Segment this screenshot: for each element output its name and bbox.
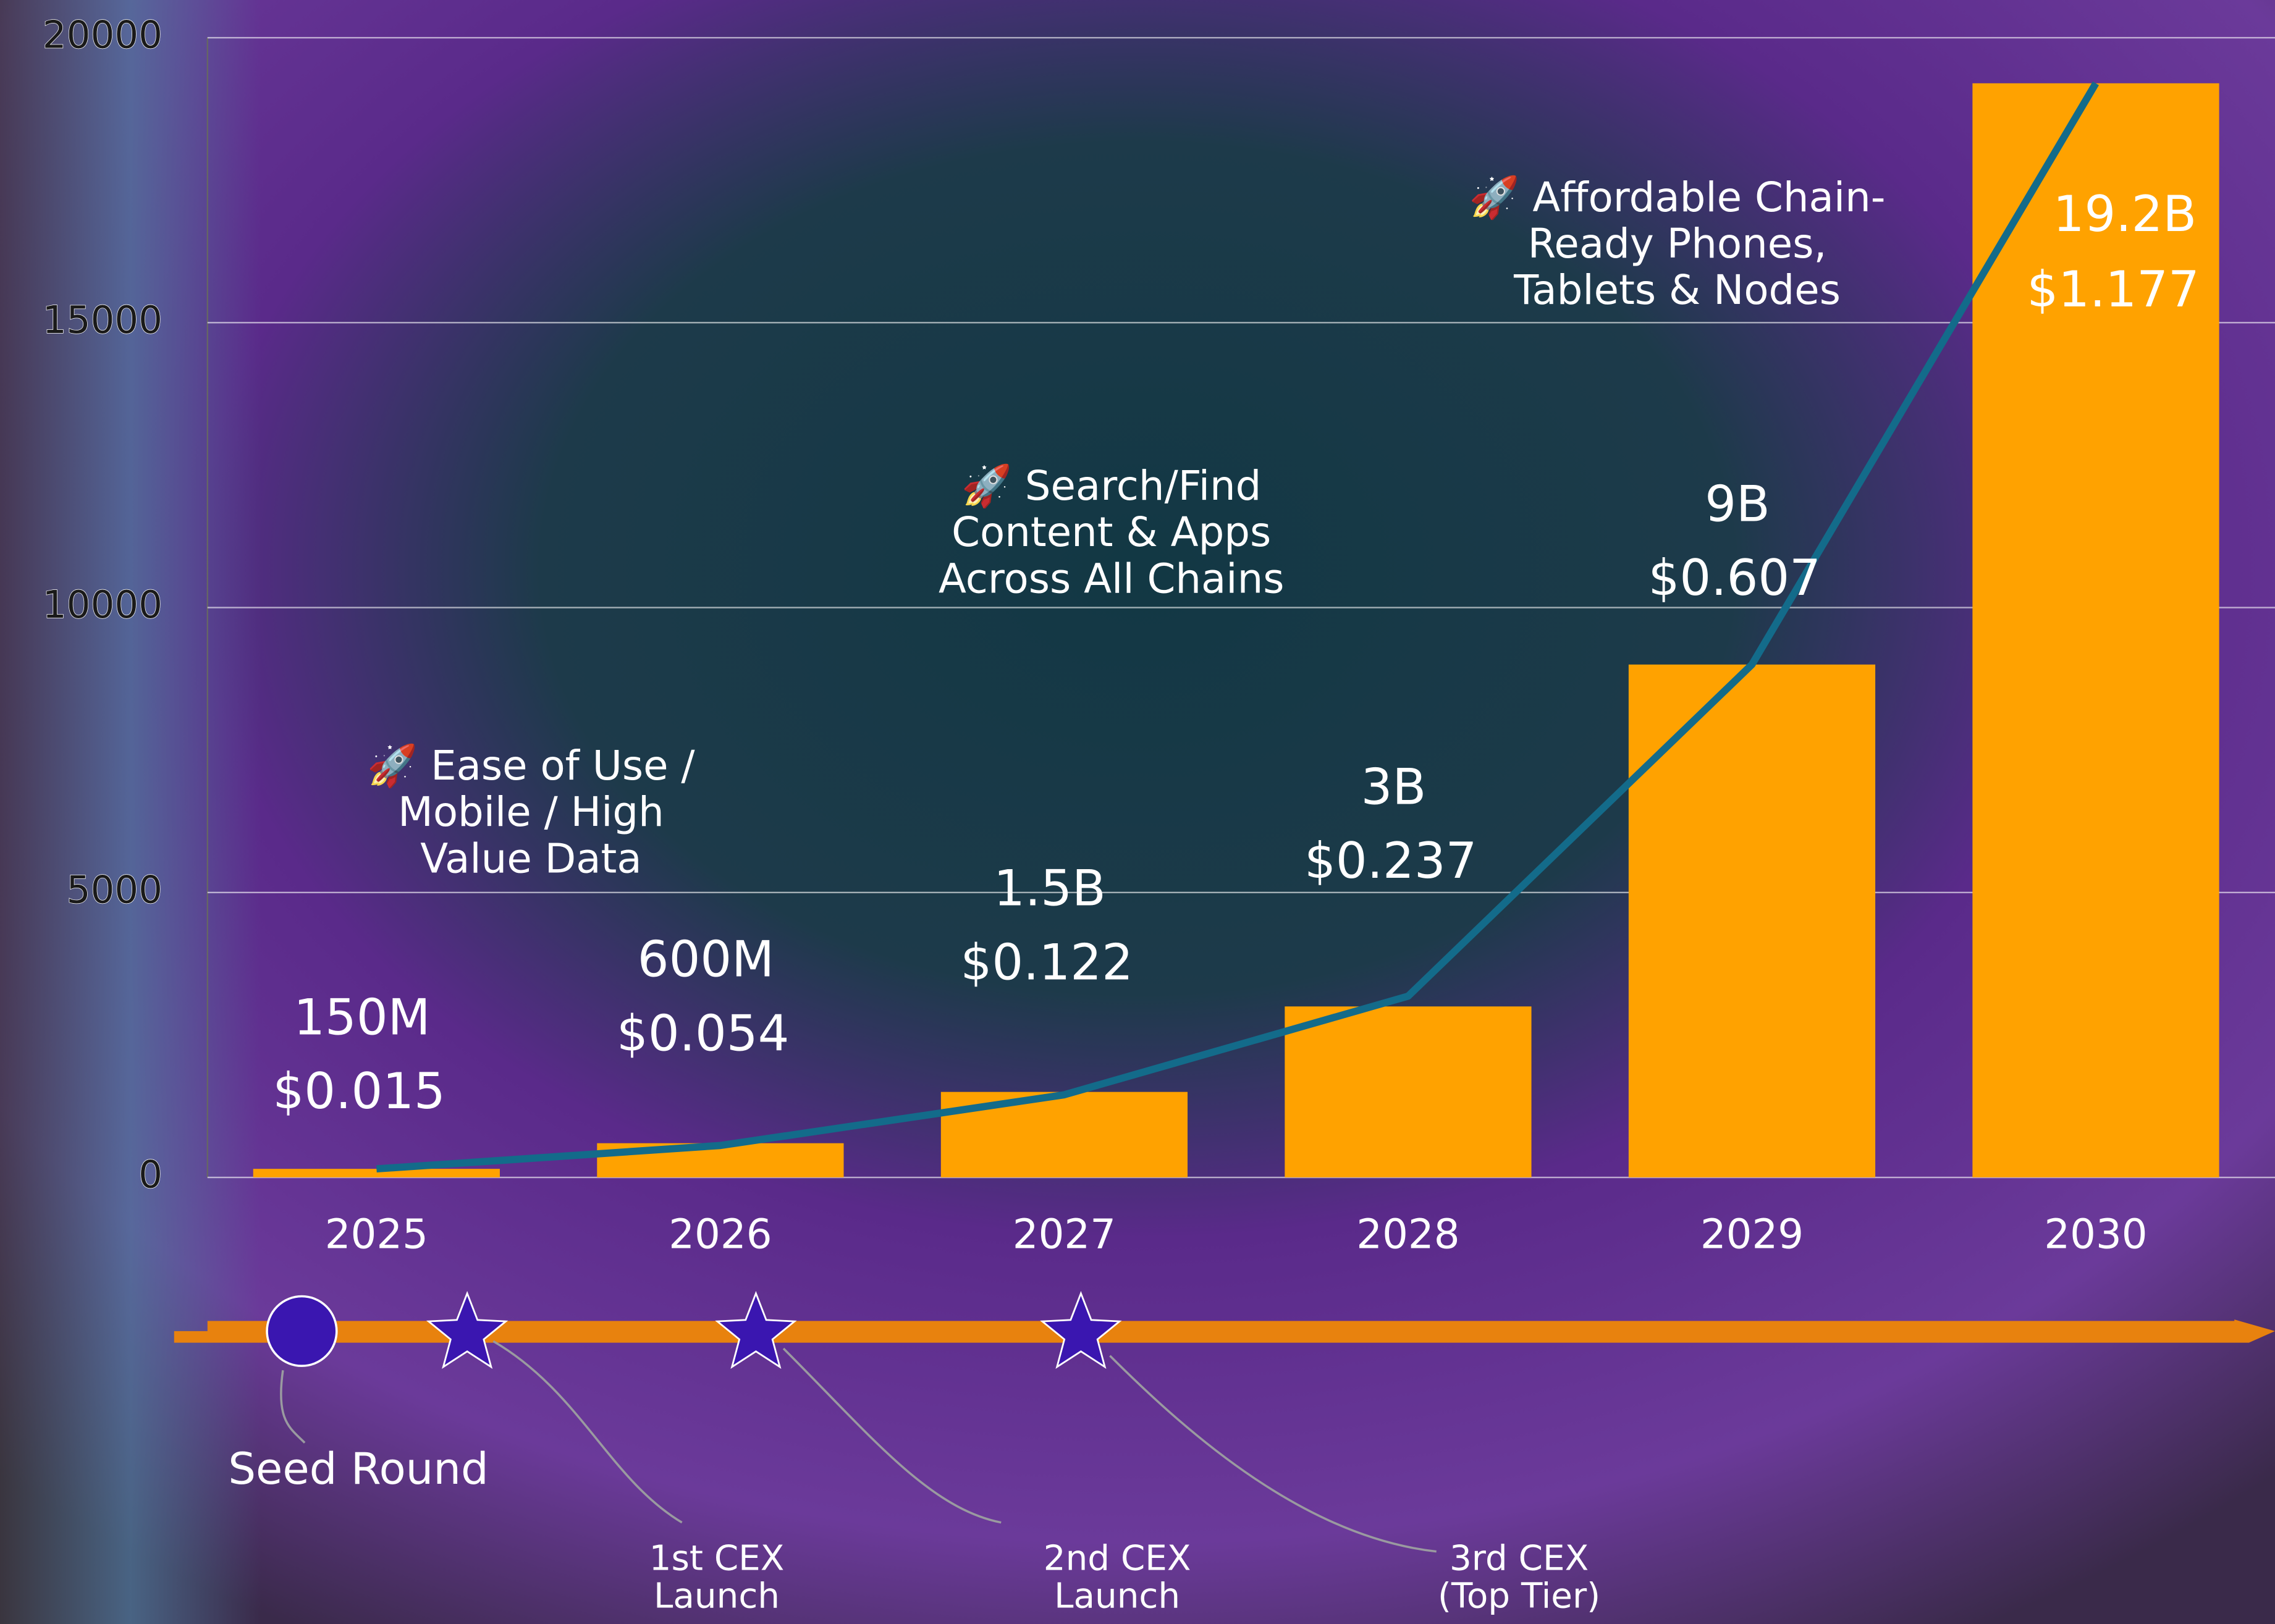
y-tick-label: 15000: [43, 298, 162, 342]
value-label: 600M: [638, 931, 774, 988]
annotation: Value Data: [420, 835, 641, 882]
x-tick-label: 2030: [2044, 1210, 2147, 1258]
price-label: $1.177: [2027, 261, 2200, 318]
value-label: 19.2B: [2053, 185, 2197, 243]
annotation: 🚀 Search/Find: [961, 462, 1261, 510]
timeline-label: Launch: [1054, 1576, 1180, 1616]
annotation: Across All Chains: [939, 555, 1285, 602]
bar: [253, 1169, 500, 1177]
price-label: $0.237: [1304, 832, 1477, 890]
annotation: 🚀 Affordable Chain-: [1469, 174, 1886, 221]
y-tick-label: 10000: [43, 583, 162, 627]
x-tick-label: 2026: [669, 1210, 772, 1258]
timeline-label: 2nd CEX: [1044, 1538, 1191, 1578]
price-label: $0.122: [961, 933, 1133, 991]
y-tick-label: 5000: [67, 868, 162, 912]
price-label: $0.015: [273, 1062, 445, 1120]
background-edge: [0, 0, 261, 1624]
value-label: 1.5B: [994, 860, 1106, 917]
timeline-label: Seed Round: [228, 1444, 488, 1494]
x-tick-label: 2025: [325, 1210, 428, 1258]
page: {"chart_data": { "type": "bar", "categor…: [0, 0, 2275, 1624]
bar: [1629, 665, 1875, 1177]
bar: [1285, 1006, 1531, 1177]
x-tick-label: 2028: [1356, 1210, 1459, 1258]
value-label: 3B: [1361, 758, 1427, 815]
value-label: 9B: [1705, 476, 1770, 533]
price-label: $0.607: [1648, 549, 1821, 607]
chart: 0 5000 10000 15000 20000 2025 150M $0.015 2026 60…: [0, 0, 2275, 1624]
timeline-bar: [208, 1321, 2239, 1341]
annotation: 🚀 Ease of Use /: [367, 742, 695, 789]
timeline-milestone: [267, 1297, 337, 1366]
annotation: Mobile / High: [398, 788, 664, 836]
background: [0, 0, 2275, 1624]
annotation: Tablets & Nodes: [1513, 266, 1841, 314]
timeline-label: (Top Tier): [1438, 1576, 1600, 1616]
bar: [1972, 83, 2219, 1177]
annotation: Ready Phones,: [1528, 220, 1827, 267]
price-label: $0.054: [617, 1004, 789, 1062]
timeline-label: 3rd CEX: [1450, 1538, 1589, 1578]
y-tick-label: 20000: [43, 14, 162, 57]
timeline-label: Launch: [654, 1576, 780, 1616]
x-tick-label: 2029: [1700, 1210, 1804, 1258]
timeline-label: 1st CEX: [649, 1538, 785, 1578]
x-tick-label: 2027: [1013, 1210, 1116, 1258]
y-tick-label: 0: [138, 1153, 162, 1197]
annotation: Content & Apps: [952, 508, 1271, 556]
value-label: 150M: [293, 988, 430, 1046]
